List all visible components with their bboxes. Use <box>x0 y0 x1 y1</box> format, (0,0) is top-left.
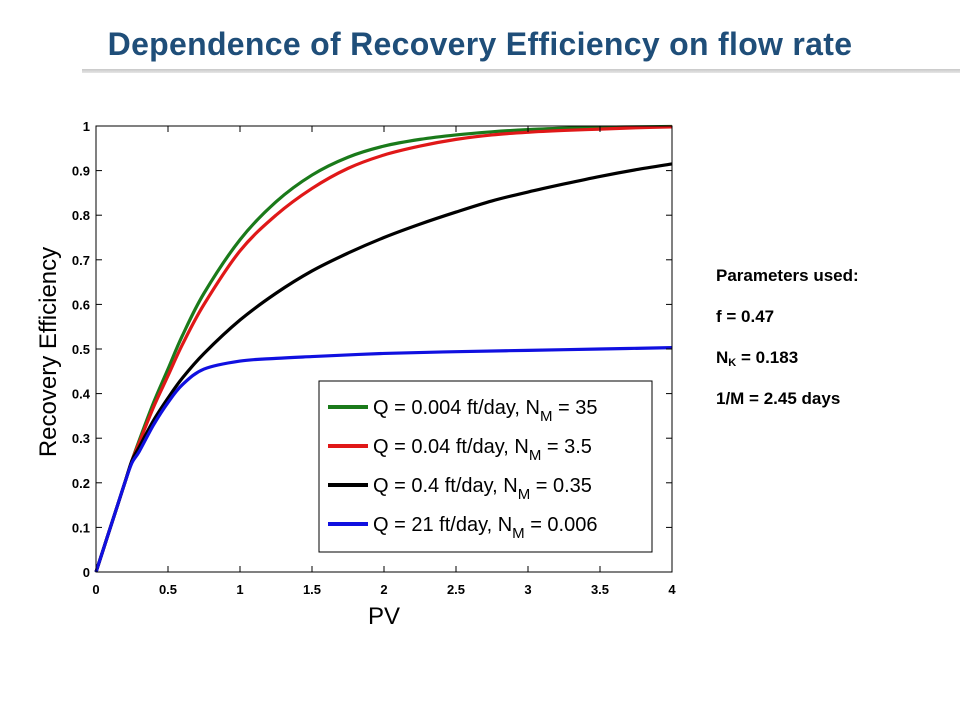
y-tick-label: 0.5 <box>72 342 90 357</box>
parameter-nk-symbol: N <box>716 348 729 367</box>
legend-label-text: Q = 0.4 ft/day, N <box>373 475 518 497</box>
x-tick-label: 0 <box>92 582 99 597</box>
x-tick-label: 2 <box>380 582 387 597</box>
parameter-f: f = 0.47 <box>716 307 775 326</box>
legend-label-subscript: M <box>518 486 531 503</box>
legend-label-value: = 0.006 <box>525 514 598 536</box>
legend-label-subscript: M <box>512 525 525 542</box>
series-curves <box>94 124 673 573</box>
y-tick-label: 0.2 <box>72 476 90 491</box>
legend-label-value: = 3.5 <box>541 436 592 458</box>
legend-label-2: Q = 0.04 ft/day, NM = 3.5 <box>373 436 592 464</box>
legend-label-text: Q = 0.004 ft/day, N <box>373 397 540 419</box>
x-tick-label: 3.5 <box>591 582 609 597</box>
legend-label-4: Q = 21 ft/day, NM = 0.006 <box>373 514 597 542</box>
slide-title: Dependence of Recovery Efficiency on flo… <box>107 26 853 62</box>
x-axis-label: PV <box>368 603 400 630</box>
y-tick-label: 0.7 <box>72 253 90 268</box>
y-tick-label: 0.1 <box>72 520 90 535</box>
parameter-nk-value: = 0.183 <box>736 348 799 367</box>
legend-label-3: Q = 0.4 ft/day, NM = 0.35 <box>373 475 592 503</box>
y-tick-label: 0 <box>83 565 90 580</box>
parameter-nk: NK = 0.183 <box>716 348 859 369</box>
y-ticks: 0 0.1 0.2 0.3 0.4 0.5 0.6 0.7 0.8 0.9 1 <box>72 119 672 580</box>
x-tick-label: 1.5 <box>303 582 321 597</box>
x-tick-label: 2.5 <box>447 582 465 597</box>
parameter-m: 1/M = 2.45 days <box>716 389 841 408</box>
series-line-4 <box>94 346 673 573</box>
y-tick-label: 0.4 <box>72 387 91 402</box>
legend-label-1: Q = 0.004 ft/day, NM = 35 <box>373 397 598 425</box>
legend: Q = 0.004 ft/day, NM = 35Q = 0.04 ft/day… <box>318 380 653 553</box>
legend-box <box>318 380 653 553</box>
x-tick-label: 3 <box>524 582 531 597</box>
y-tick-label: 0.6 <box>72 297 90 312</box>
legend-label-value: = 0.35 <box>530 475 592 497</box>
legend-label-value: = 35 <box>552 397 597 419</box>
y-tick-label: 0.3 <box>72 431 90 446</box>
y-axis-label: Recovery Efficiency <box>35 247 62 457</box>
legend-label-subscript: M <box>529 447 542 464</box>
y-tick-label: 0.9 <box>72 164 90 179</box>
title-divider <box>82 69 960 73</box>
x-tick-label: 4 <box>668 582 676 597</box>
x-tick-label: 1 <box>236 582 243 597</box>
parameter-nk-subscript: K <box>728 357 737 369</box>
x-ticks: 0 0.5 1 1.5 2 2.5 3 3.5 4 <box>92 126 676 597</box>
y-tick-label: 0.8 <box>72 208 90 223</box>
legend-label-text: Q = 21 ft/day, N <box>373 514 512 536</box>
x-tick-label: 0.5 <box>159 582 177 597</box>
parameters-header: Parameters used: <box>716 266 859 285</box>
parameters-panel: Parameters used: f = 0.47 NK = 0.183 1/M… <box>716 266 859 430</box>
legend-label-text: Q = 0.04 ft/day, N <box>373 436 529 458</box>
y-tick-label: 1 <box>83 119 90 134</box>
legend-label-subscript: M <box>540 408 553 425</box>
